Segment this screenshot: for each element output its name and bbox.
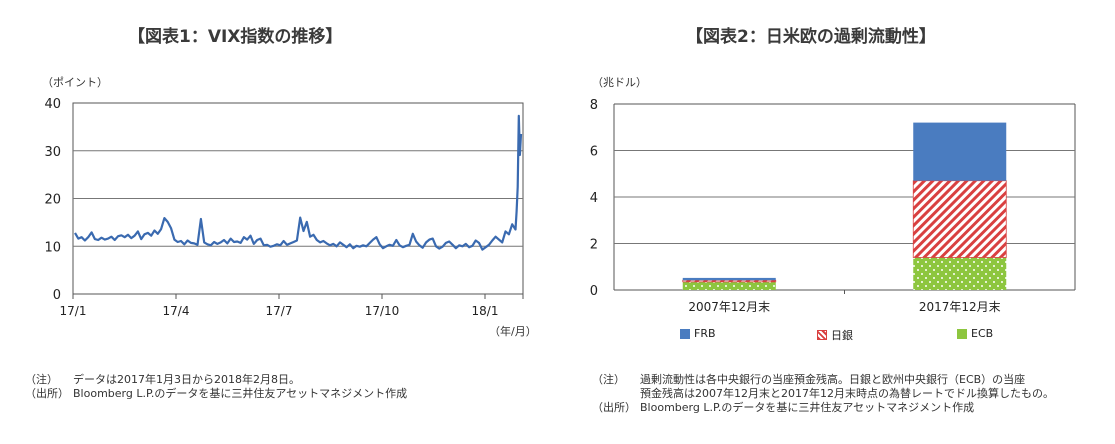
legend-ecb-label: ECB: [971, 327, 994, 340]
x-tick-label: 17/1: [60, 304, 87, 318]
note-text: 過剰流動性は各中央銀行の当座預金残高。日銀と欧州中央銀行（ECB）の当座: [640, 373, 1026, 386]
chart1-x-unit: （年/月）: [489, 325, 537, 338]
frb-swatch: [680, 328, 690, 339]
chart1-title: 【図表1：VIX指数の推移】: [128, 27, 343, 47]
vix-line-chart: 0 10 20 30 40 17/1 17/4 17/7 17/10 18/1: [44, 97, 524, 318]
chart2-source: （出所） Bloomberg L.P.のデータを基に三井住友アセットマネジメント作…: [592, 401, 974, 415]
y-tick-label: 0: [590, 284, 598, 299]
chart2-note-1: （注） 過剰流動性は各中央銀行の当座預金残高。日銀と欧州中央銀行（ECB）の当座: [592, 373, 1025, 387]
chart2-title: 【図表2：日米欧の過剰流動性】: [686, 27, 936, 47]
boj-swatch: [817, 330, 827, 340]
chart1-note: （注） データは2017年1月3日から2018年2月8日。: [25, 373, 300, 387]
note-text: 預金残高は2007年12月末と2017年12月末時点の為替レートでドル換算したも…: [640, 387, 1054, 400]
y-tick-label: 6: [590, 145, 598, 160]
x-category-label: 2007年12月末: [688, 300, 770, 314]
bar-segment-ecb: [913, 257, 1007, 290]
y-tick-label: 20: [44, 193, 61, 208]
ecb-swatch: [957, 328, 967, 339]
legend-frb-label: FRB: [694, 327, 716, 340]
legend-frb: FRB: [680, 327, 716, 340]
x-tick-label: 18/1: [472, 304, 499, 318]
liquidity-stacked-bar-chart: 0 2 4 6 8 2007年12月末 2017年12月末: [590, 98, 1076, 314]
y-tick-label: 4: [590, 191, 598, 206]
source-text: Bloomberg L.P.のデータを基に三井住友アセットマネジメント作成: [73, 387, 408, 400]
y-tick-label: 0: [53, 288, 61, 303]
y-tick-label: 40: [44, 97, 61, 112]
x-tick-label: 17/4: [163, 304, 190, 318]
x-tick-label: 17/10: [365, 304, 400, 318]
note-tag: （注）: [592, 373, 625, 386]
vix-series-line: [74, 114, 523, 251]
bar-segment-frb: [913, 122, 1007, 181]
chart2-y-unit: （兆ドル）: [592, 76, 647, 89]
legend-boj: 日銀: [817, 327, 853, 343]
source-tag: （出所）: [25, 387, 69, 400]
legend-boj-label: 日銀: [831, 329, 853, 342]
source-text: Bloomberg L.P.のデータを基に三井住友アセットマネジメント作成: [640, 401, 975, 414]
bar-segment-boj: [912, 180, 1007, 258]
bar-segment-frb: [682, 277, 776, 281]
chart2-note-2: 預金残高は2007年12月末と2017年12月末時点の為替レートでドル換算したも…: [592, 387, 1054, 401]
y-tick-label: 2: [590, 238, 598, 253]
y-tick-label: 8: [590, 98, 598, 113]
bar-segment-boj: [682, 279, 777, 283]
source-tag: （出所）: [592, 401, 636, 414]
x-tick-label: 17/7: [266, 304, 293, 318]
note-tag: （注）: [25, 373, 58, 386]
chart1-y-unit: （ポイント）: [42, 76, 108, 89]
x-category-label: 2017年12月末: [919, 300, 1001, 314]
y-tick-label: 30: [44, 145, 61, 160]
chart1-source: （出所） Bloomberg L.P.のデータを基に三井住友アセットマネジメント作…: [25, 387, 407, 401]
note-text: データは2017年1月3日から2018年2月8日。: [73, 373, 300, 386]
y-tick-label: 10: [44, 240, 61, 255]
legend-ecb: ECB: [957, 327, 993, 340]
bar-segment-ecb: [682, 281, 776, 290]
